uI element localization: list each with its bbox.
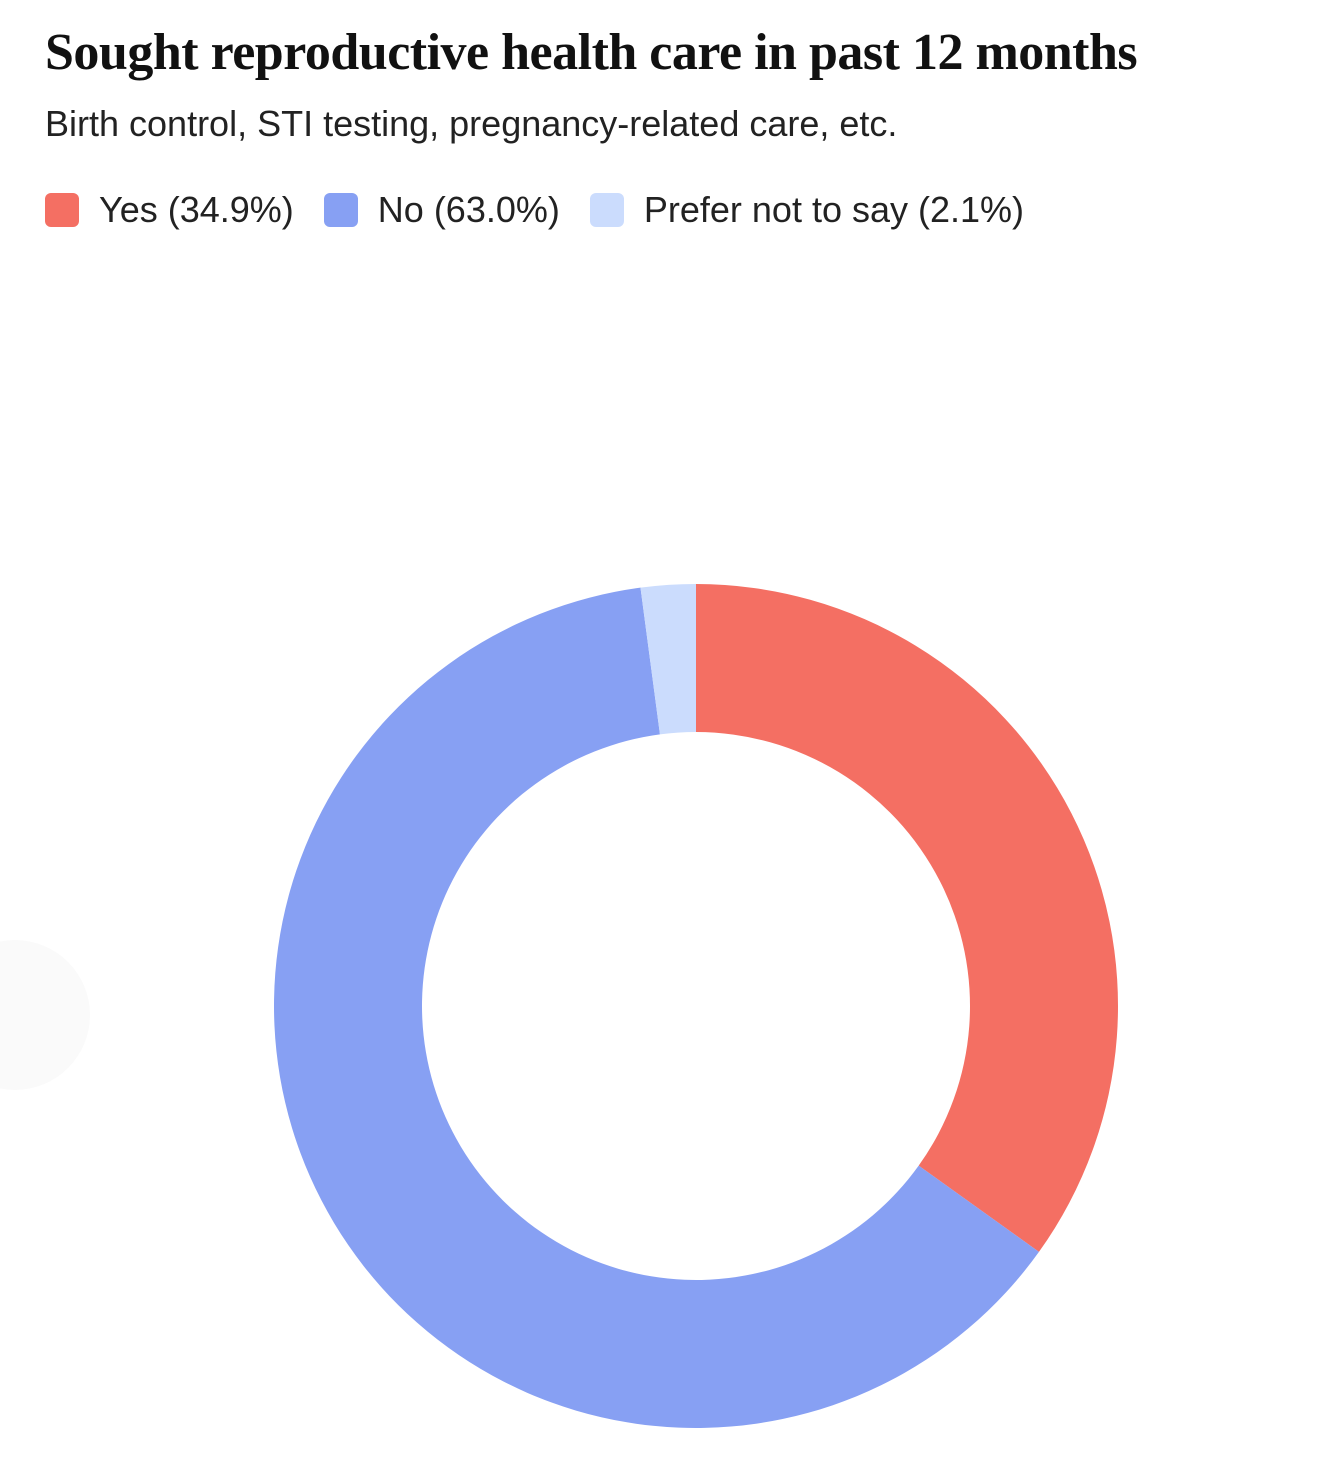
chart-subtitle: Birth control, STI testing, pregnancy-re… — [45, 103, 898, 144]
legend-label-prefer-not-to-say: Prefer not to say (2.1%) — [643, 189, 1025, 230]
legend-swatch-yes — [45, 193, 79, 227]
legend-label-no: No (63.0%) — [377, 189, 560, 230]
chart-title: Sought reproductive health care in past … — [45, 24, 1138, 81]
legend-swatch-prefer-not-to-say — [589, 193, 624, 227]
donut-slice-no[interactable] — [274, 587, 1039, 1428]
legend-item-no[interactable]: No (63.0%) — [323, 186, 560, 234]
legend-item-yes[interactable]: Yes (34.9%) — [45, 186, 294, 234]
donut-slice-prefer-not-to-say[interactable] — [640, 584, 696, 735]
legend-item-prefer-not-to-say[interactable]: Prefer not to say (2.1%) — [589, 186, 1025, 234]
donut-slice-yes[interactable] — [696, 584, 1118, 1252]
legend-swatch-no — [323, 193, 358, 227]
legend-label-yes: Yes (34.9%) — [99, 189, 294, 230]
chart-legend: Yes (34.9%) No (63.0%) Prefer not to say… — [45, 186, 1054, 234]
